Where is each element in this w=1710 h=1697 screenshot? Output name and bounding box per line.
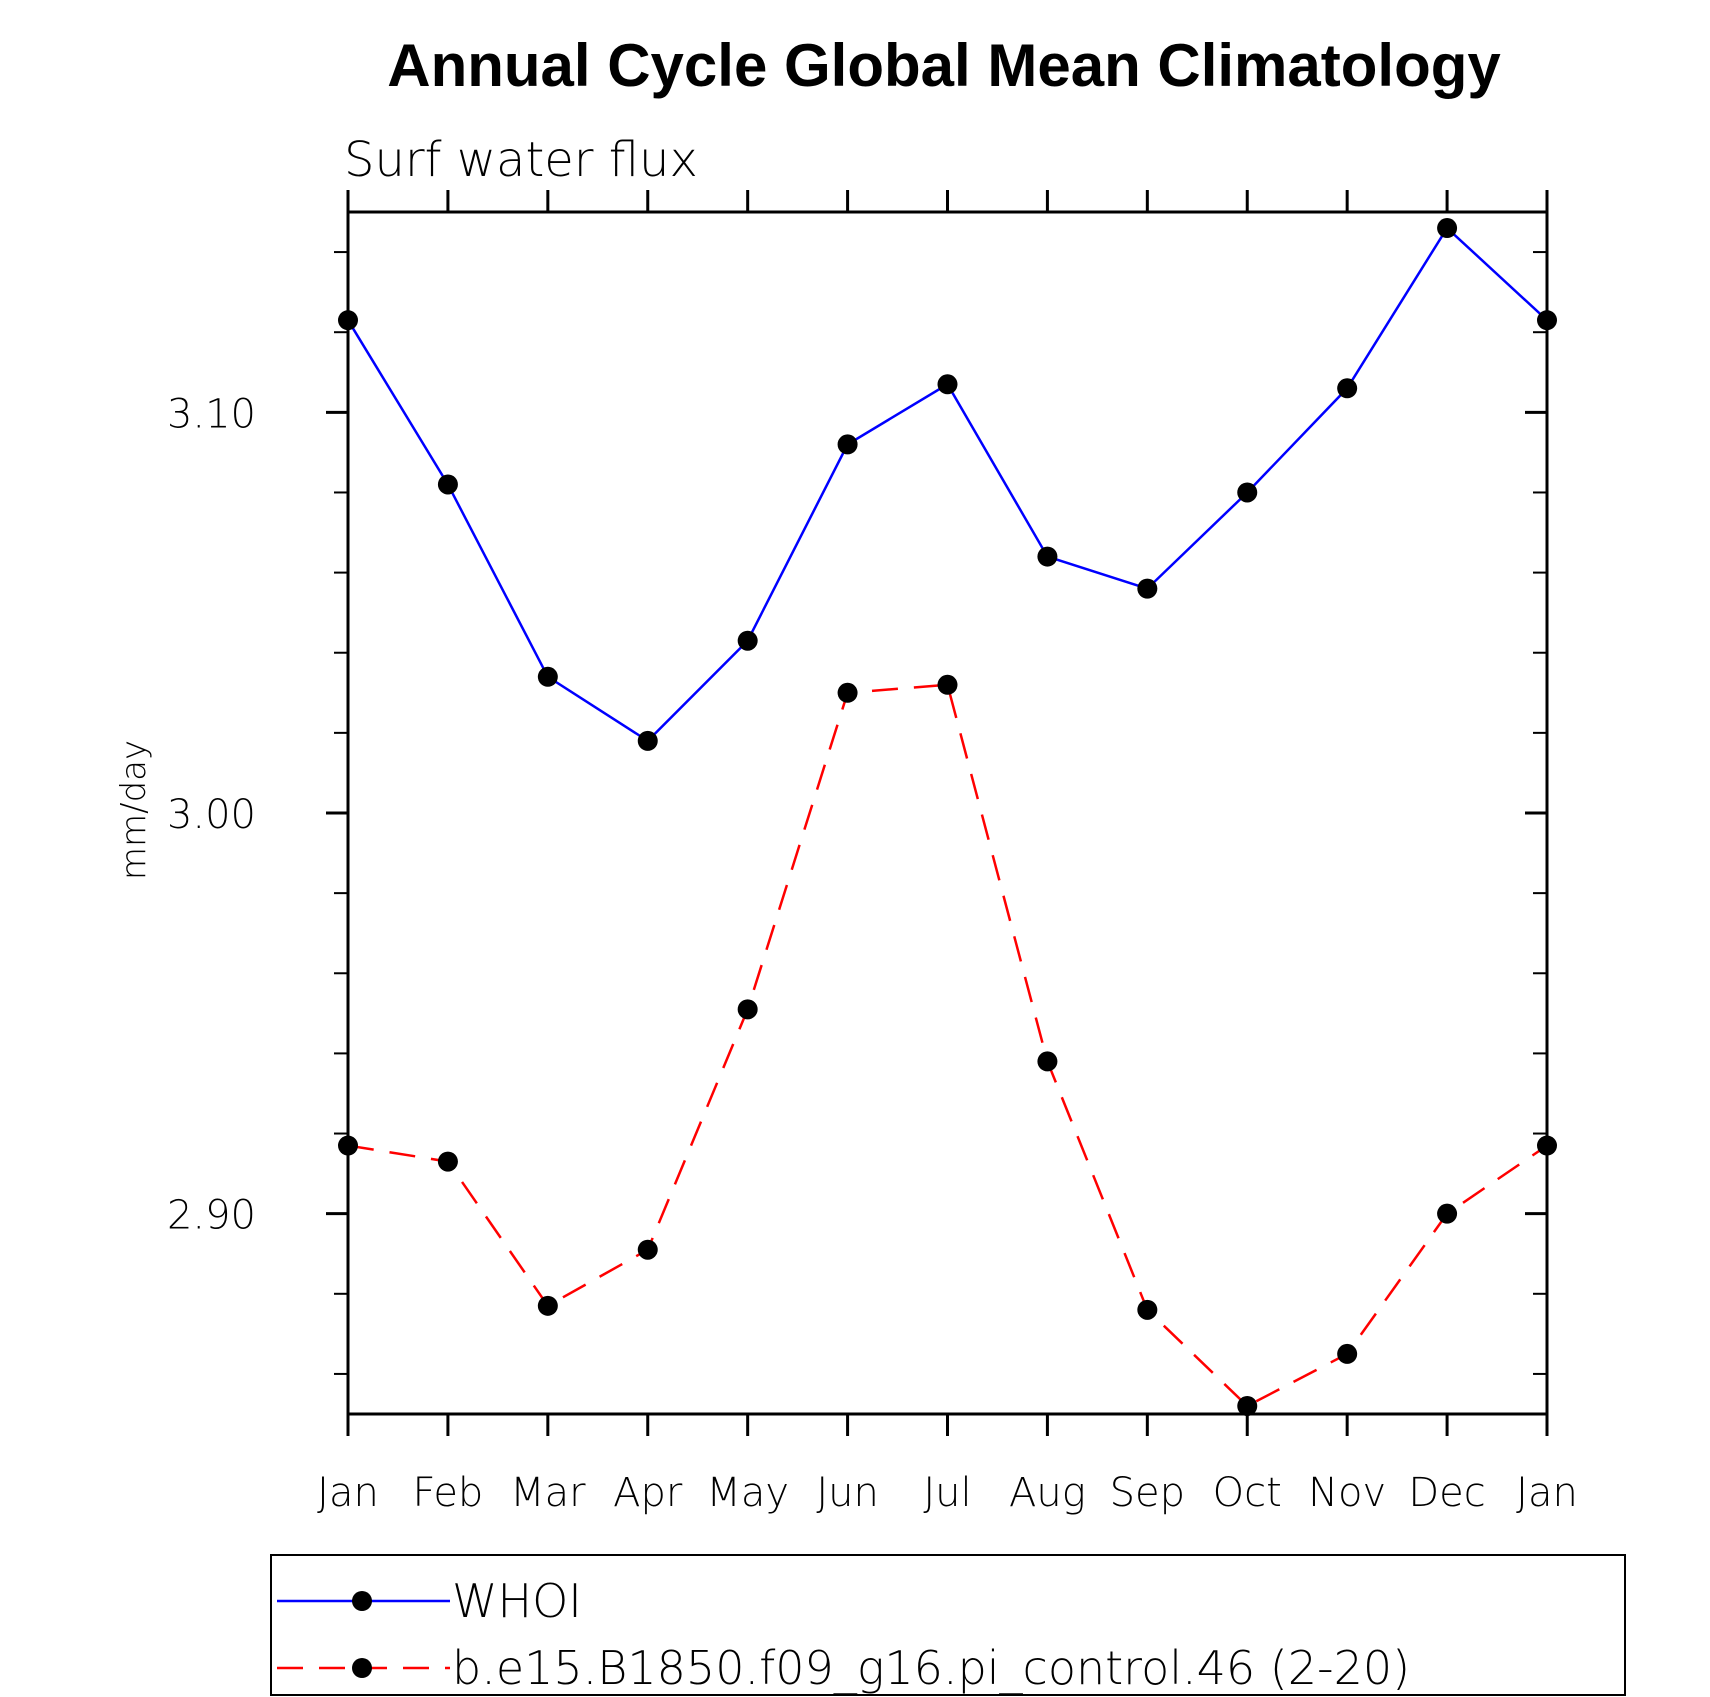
series-layer [338, 218, 1557, 1416]
series-line-0 [346, 226, 1548, 743]
y-tick-label: 3.00 [167, 792, 256, 838]
legend-label-0: WHOI [452, 1574, 582, 1628]
axes: Jan Feb Mar Apr May Jun Jul Aug Sep Oct Nov Dec Jan 2… [167, 190, 1578, 1516]
series-1-point [338, 1135, 358, 1156]
x-tick-label: Feb [413, 1470, 484, 1516]
legend-label-1: b.e15.B1850.f09_g16.pi_control.46 (2-20) [452, 1641, 1410, 1695]
series-1-point [1437, 1203, 1458, 1224]
series-0-point [437, 474, 458, 495]
series-1-point [737, 999, 758, 1020]
series-line-1 [347, 683, 1548, 1408]
series-0-point [1237, 482, 1258, 503]
x-tick-label: Apr [613, 1470, 683, 1516]
series-0-point [537, 666, 558, 687]
series-0-point [637, 730, 658, 751]
x-tick-label: Aug [1009, 1470, 1086, 1516]
x-tick-label: Nov [1308, 1470, 1386, 1516]
legend-box [270, 1554, 1626, 1696]
x-tick-label: Jan [317, 1470, 379, 1516]
y-tick-label: 2.90 [167, 1193, 256, 1239]
series-0-point [937, 374, 958, 395]
legend-marker-1 [352, 1658, 372, 1678]
chart-title: Annual Cycle Global Mean Climatology [387, 32, 1501, 99]
x-tick-label: Jun [816, 1470, 879, 1516]
x-tick-label: Jan [1516, 1470, 1578, 1516]
series-0-point [1037, 546, 1058, 567]
x-tick-label: Oct [1213, 1470, 1282, 1516]
series-1-point [1337, 1343, 1358, 1364]
chart-subtitle: Surf water flux [344, 132, 698, 188]
series-1-point [1137, 1299, 1158, 1320]
series-1-point [837, 682, 858, 703]
series-1-point [1537, 1135, 1557, 1156]
x-tick-label: Mar [510, 1470, 586, 1516]
y-tick-label: 3.10 [167, 391, 256, 437]
series-0-point [1337, 378, 1358, 399]
series-0-point [837, 434, 858, 455]
series-0-point [737, 630, 758, 651]
x-tick-label: Dec [1408, 1470, 1485, 1516]
legend: WHOI b.e15.B1850.f09_g16.pi_control.46 (2… [270, 1554, 1626, 1696]
x-tick-label: Sep [1110, 1470, 1185, 1516]
x-tick-label: Jul [923, 1470, 971, 1516]
series-1-point [1037, 1051, 1058, 1072]
series-0-point [1137, 578, 1158, 599]
series-1-point [937, 674, 958, 695]
series-1-point [637, 1239, 658, 1260]
series-0-point [1437, 218, 1458, 239]
series-1-point [537, 1295, 558, 1316]
x-tick-label: May [706, 1470, 789, 1516]
series-1-point [1237, 1395, 1258, 1416]
series-0-point [1537, 310, 1557, 331]
legend-marker-0 [352, 1591, 372, 1611]
y-axis-label: mm/day [114, 740, 154, 880]
series-0-point [338, 310, 358, 331]
series-1-point [437, 1151, 458, 1172]
